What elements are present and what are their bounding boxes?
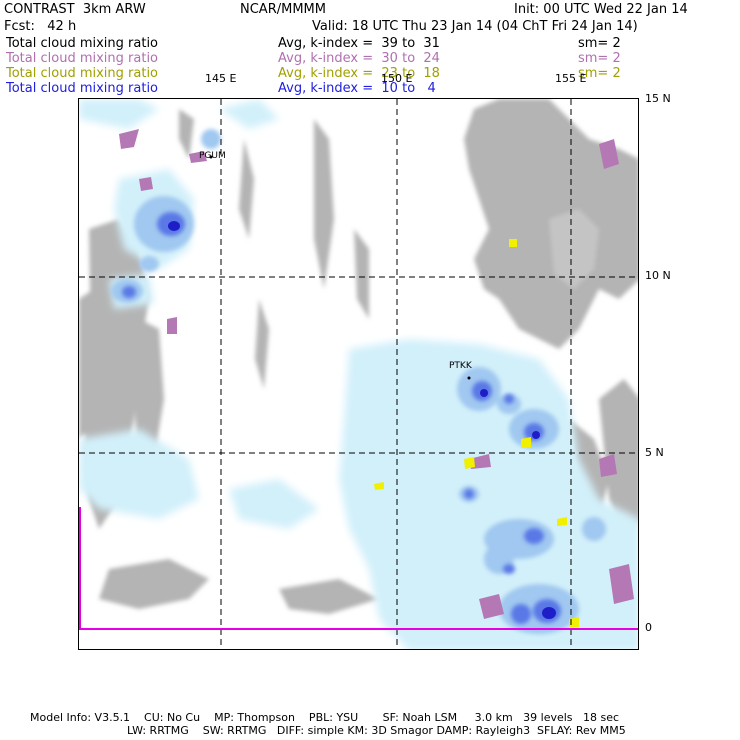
cloud-map (79, 99, 638, 649)
lon-label-145: 145 E (205, 72, 237, 85)
lat-label-10n: 10 N (645, 269, 671, 282)
legend-sm-1: sm= 2 (578, 36, 621, 51)
lat-lon-grid (79, 99, 638, 649)
init-time: Init: 00 UTC Wed 22 Jan 14 (514, 2, 688, 17)
cloud-core-layer (122, 212, 561, 624)
model-info-line-2: LW: RRTMG SW: RRTMG DIFF: simple KM: 3D … (127, 724, 626, 737)
legend-avg-4: Avg, k-index = 10 to 4 (278, 81, 436, 96)
forecast-hour: Fcst: 42 h (4, 19, 77, 34)
model-title: CONTRAST 3km ARW (4, 2, 146, 17)
station-marker-ptkk (467, 376, 471, 380)
legend-avg-2: Avg, k-index = 30 to 24 (278, 51, 440, 66)
lon-label-155: 155 E (555, 72, 587, 85)
valid-time: Valid: 18 UTC Thu 23 Jan 14 (04 ChT Fri … (312, 19, 638, 34)
mid-cloud-layer (119, 129, 634, 619)
station-label-pgum: PGUM (199, 151, 226, 161)
lon-label-150: 150 E (381, 72, 413, 85)
station-marker-pgum (209, 155, 213, 159)
cloud-peak-layer (168, 221, 556, 619)
lat-label-0: 0 (645, 621, 652, 634)
lat-label-5n: 5 N (645, 446, 664, 459)
legend-avg-3: Avg, k-index = 23 to 18 (278, 66, 440, 81)
lat-label-15n: 15 N (645, 92, 671, 105)
model-info-line-1: Model Info: V3.5.1 CU: No Cu MP: Thompso… (30, 711, 620, 724)
legend-field-4: Total cloud mixing ratio (6, 81, 159, 96)
legend-sm-3: sm= 2 (578, 66, 621, 81)
legend-field-3: Total cloud mixing ratio (6, 66, 159, 81)
map-panel: PGUM PTKK (78, 98, 639, 650)
legend-field-2: Total cloud mixing ratio (6, 51, 159, 66)
legend-field-1: Total cloud mixing ratio (6, 36, 159, 51)
legend-sm-2: sm= 2 (578, 51, 621, 66)
center-name: NCAR/MMMM (240, 2, 326, 17)
legend-avg-1: Avg, k-index = 39 to 31 (278, 36, 440, 51)
station-label-ptkk: PTKK (449, 361, 472, 371)
